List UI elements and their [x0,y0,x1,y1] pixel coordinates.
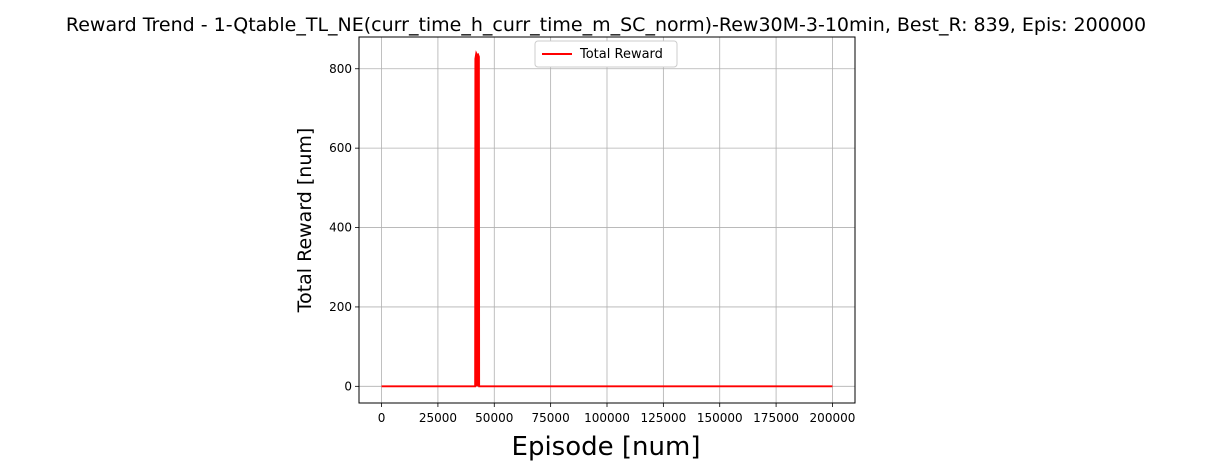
legend-label-total-reward: Total Reward [579,47,663,62]
x-tick-label: 75000 [532,411,570,425]
x-tick-label: 0 [378,411,386,425]
x-tick-label: 175000 [753,411,799,425]
x-tick-label: 125000 [640,411,686,425]
y-tick-label: 0 [344,379,352,393]
x-tick-label: 100000 [584,411,630,425]
x-tick-label: 200000 [810,411,856,425]
grid-lines [359,37,855,403]
chart-title: Reward Trend - 1-Qtable_TL_NE(curr_time_… [66,14,1146,36]
x-tick-label: 150000 [697,411,743,425]
y-tick-label: 400 [329,221,352,235]
y-tick-label: 200 [329,300,352,314]
series-fill-block-total-reward [475,53,480,387]
x-axis-ticks: 0 25000 50000 75000 100000 125000 150000 175000… [378,403,856,425]
y-tick-label: 600 [329,141,352,155]
x-axis-label: Episode [num] [512,432,701,462]
y-tick-label: 800 [329,62,352,76]
x-tick-label: 25000 [419,411,457,425]
y-axis-label: Total Reward [num] [294,128,316,314]
series-layer [381,50,833,388]
legend: Total Reward [534,40,678,68]
x-tick-label: 50000 [475,411,513,425]
y-axis-ticks: 0 200 400 600 800 [329,62,359,393]
legend-box [534,40,678,68]
